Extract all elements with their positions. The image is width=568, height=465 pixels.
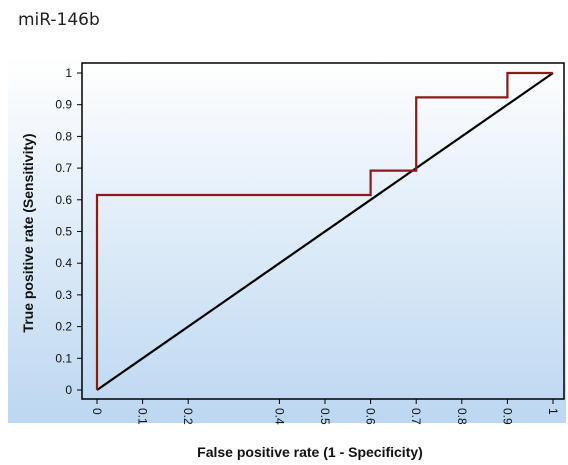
- x-tick-label: 1: [546, 408, 560, 415]
- roc-curve-line: [95, 71, 553, 390]
- reference-diagonal-line: [96, 72, 554, 391]
- x-tick-label: 0: [90, 408, 104, 415]
- x-axis-label: False positive rate (1 - Specificity): [197, 444, 423, 460]
- y-tick-label: 0.4: [55, 256, 72, 270]
- series-layer: [95, 71, 554, 391]
- x-tick-label: 0.2: [181, 408, 195, 425]
- chart-title: miR-146b: [18, 10, 100, 30]
- y-tick-label: 0.9: [55, 98, 72, 112]
- y-tick-label: 0.8: [55, 129, 72, 143]
- y-tick-label: 0.1: [55, 351, 72, 365]
- x-tick-label: 0.7: [409, 408, 423, 425]
- y-tick-label: 0.3: [55, 288, 72, 302]
- x-tick-label: 0.1: [136, 408, 150, 425]
- x-axis: 0 0.1 0.2 0.4 0.5 0.6 0.7 0.8 0.9 1: [90, 399, 560, 425]
- x-tick-label: 0.8: [455, 408, 469, 425]
- y-axis-label: True positive rate (Sensitivity): [20, 133, 36, 332]
- y-tick-label: 0.6: [55, 193, 72, 207]
- y-axis: 0 0.1 0.2 0.3 0.4 0.5 0.6 0.7 0.8 0.9 1: [55, 66, 82, 397]
- y-tick-label: 0: [65, 383, 72, 397]
- x-tick-label: 0.9: [500, 408, 514, 425]
- y-tick-label: 1: [65, 66, 72, 80]
- x-tick-label: 0.4: [272, 408, 286, 425]
- y-tick-label: 0.5: [55, 225, 72, 239]
- y-tick-label: 0.2: [55, 320, 72, 334]
- x-tick-label: 0.5: [318, 408, 332, 425]
- x-tick-label: 0.6: [364, 408, 378, 425]
- plot-area-background: [8, 57, 566, 423]
- y-tick-label: 0.7: [55, 161, 72, 175]
